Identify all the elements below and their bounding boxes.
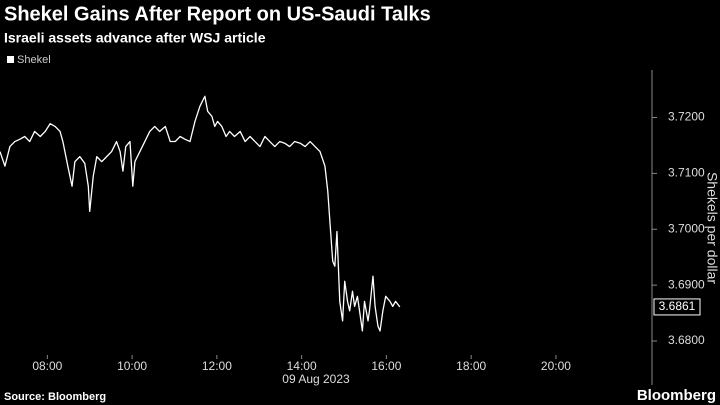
- y-tick-label: 3.7200: [668, 110, 705, 124]
- x-tick-label: 10:00: [117, 359, 147, 373]
- x-tick-label: 18:00: [456, 359, 486, 373]
- x-tick-label: 16:00: [371, 359, 401, 373]
- y-tick-label: 3.7000: [668, 221, 705, 235]
- x-axis-title: 09 Aug 2023: [282, 372, 350, 386]
- legend-swatch: [7, 56, 14, 63]
- last-value-label: 3.6861: [659, 299, 696, 313]
- x-tick-label: 08:00: [32, 359, 62, 373]
- x-tick-label: 12:00: [202, 359, 232, 373]
- y-axis-title: Shekels per dollar: [704, 172, 720, 284]
- y-tick-label: 3.7100: [668, 166, 705, 180]
- legend-label: Shekel: [17, 54, 51, 66]
- brand-logo: Bloomberg: [637, 387, 716, 404]
- x-tick-label: 14:00: [287, 359, 317, 373]
- data-line: [0, 95, 401, 332]
- chart-subtitle: Israeli assets advance after WSJ article: [4, 30, 266, 46]
- y-tick-label: 3.6900: [668, 277, 705, 291]
- last-value-box: [653, 298, 701, 316]
- x-tick-label: 20:00: [541, 359, 571, 373]
- y-tick-label: 3.6800: [668, 333, 705, 347]
- source: Source: Bloomberg: [4, 391, 106, 403]
- chart-title: Shekel Gains After Report on US-Saudi Ta…: [4, 3, 431, 25]
